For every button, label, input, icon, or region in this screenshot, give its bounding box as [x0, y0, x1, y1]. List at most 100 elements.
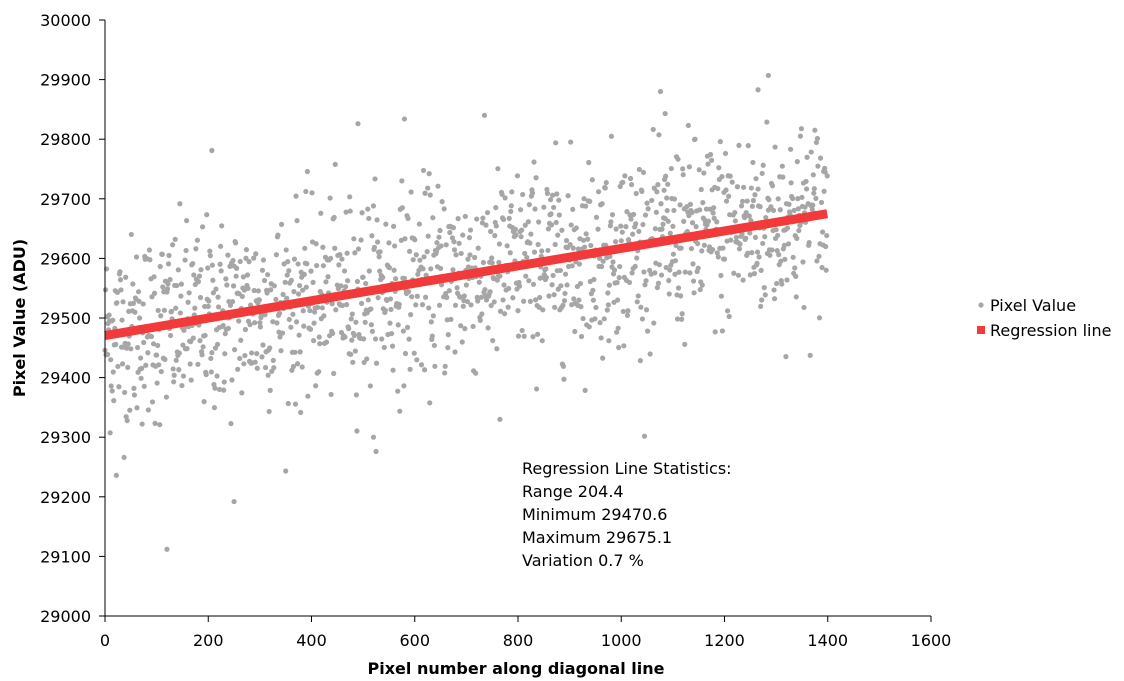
- data-point: [526, 278, 532, 284]
- data-point: [593, 304, 599, 311]
- data-point: [680, 172, 686, 178]
- data-point: [131, 392, 138, 398]
- data-point: [711, 205, 717, 211]
- data-point: [641, 269, 647, 275]
- data-point: [808, 149, 814, 155]
- data-point: [315, 304, 321, 311]
- data-point: [209, 262, 215, 268]
- data-point: [450, 225, 457, 231]
- data-point: [376, 254, 382, 260]
- data-point: [360, 274, 366, 280]
- x-tick-label: 1600: [911, 631, 952, 650]
- data-point: [132, 309, 138, 315]
- data-point: [365, 297, 371, 303]
- data-point: [775, 196, 781, 202]
- data-point: [425, 233, 431, 239]
- data-point: [136, 298, 142, 304]
- data-point: [499, 191, 505, 197]
- data-point: [303, 188, 309, 195]
- data-point: [729, 179, 735, 185]
- data-point: [298, 409, 304, 416]
- data-point: [421, 367, 428, 373]
- data-point: [293, 193, 299, 199]
- data-point: [447, 229, 453, 236]
- data-point: [507, 250, 513, 256]
- data-point: [166, 252, 172, 259]
- data-point: [797, 133, 803, 139]
- data-point: [199, 224, 206, 230]
- data-point: [271, 283, 277, 289]
- data-point: [595, 226, 601, 232]
- regression-line: [104, 209, 828, 340]
- data-point: [715, 185, 721, 192]
- data-point: [457, 294, 463, 300]
- data-point: [512, 226, 519, 232]
- data-point: [386, 265, 393, 271]
- data-point: [205, 303, 211, 309]
- data-point: [238, 337, 244, 343]
- data-point: [186, 290, 192, 296]
- data-point: [548, 222, 555, 228]
- data-point: [323, 279, 329, 285]
- data-point: [404, 324, 411, 330]
- data-point: [257, 324, 263, 330]
- data-point: [590, 297, 596, 303]
- data-point: [692, 136, 698, 142]
- data-point: [188, 339, 194, 345]
- data-point: [714, 219, 720, 225]
- data-point: [102, 287, 109, 293]
- data-point: [348, 316, 354, 322]
- data-point: [536, 219, 542, 225]
- data-point: [319, 305, 325, 311]
- data-point: [532, 297, 539, 303]
- data-point: [370, 434, 377, 440]
- data-point: [231, 347, 238, 353]
- data-point: [296, 332, 302, 338]
- data-point: [496, 241, 503, 247]
- data-point: [316, 334, 322, 340]
- data-point: [275, 232, 281, 238]
- data-point: [185, 299, 191, 305]
- data-point: [349, 311, 355, 317]
- data-point: [318, 210, 324, 216]
- data-point: [643, 307, 650, 313]
- data-point: [156, 362, 162, 368]
- data-point: [585, 236, 591, 242]
- data-point: [235, 366, 241, 372]
- data-point: [183, 247, 189, 254]
- data-point: [762, 292, 768, 298]
- data-point: [399, 178, 405, 184]
- data-point: [601, 316, 607, 322]
- data-point: [605, 302, 611, 308]
- data-point: [104, 351, 111, 358]
- data-point: [551, 204, 557, 211]
- data-point: [607, 253, 613, 260]
- data-point: [207, 248, 213, 254]
- data-point: [164, 286, 171, 292]
- data-point: [627, 175, 634, 182]
- data-point: [366, 268, 372, 274]
- data-point: [711, 215, 717, 221]
- data-point: [290, 363, 297, 370]
- data-point: [122, 389, 128, 396]
- data-point: [178, 281, 185, 287]
- data-point: [665, 181, 671, 187]
- data-point: [430, 215, 436, 221]
- data-point: [622, 173, 628, 179]
- data-point: [615, 325, 621, 331]
- data-point: [502, 195, 508, 201]
- data-point: [493, 205, 499, 211]
- data-point: [668, 165, 674, 172]
- data-point: [634, 255, 640, 261]
- data-point: [624, 312, 631, 318]
- data-point: [353, 319, 359, 325]
- data-point: [202, 303, 208, 310]
- data-point: [651, 320, 657, 326]
- data-point: [396, 301, 402, 307]
- data-point: [824, 173, 830, 179]
- data-point: [667, 230, 673, 236]
- data-point: [672, 271, 678, 277]
- data-point: [136, 315, 143, 321]
- data-point: [672, 258, 679, 264]
- data-point: [402, 236, 408, 242]
